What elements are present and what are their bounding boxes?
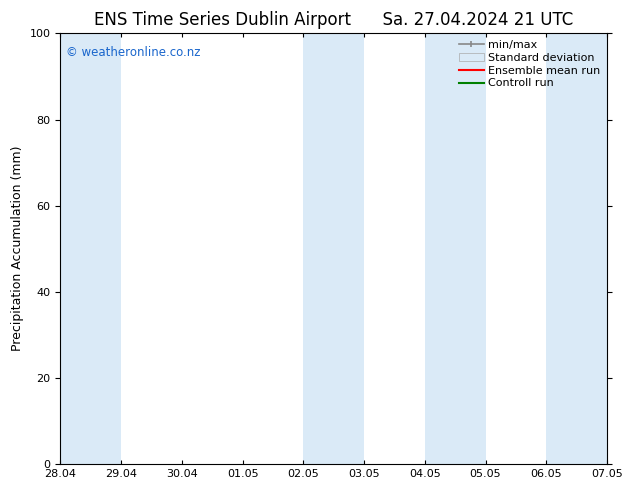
Text: © weatheronline.co.nz: © weatheronline.co.nz xyxy=(66,47,200,59)
Y-axis label: Precipitation Accumulation (mm): Precipitation Accumulation (mm) xyxy=(11,146,24,351)
Bar xyxy=(303,33,364,464)
Bar xyxy=(547,33,607,464)
Title: ENS Time Series Dublin Airport      Sa. 27.04.2024 21 UTC: ENS Time Series Dublin Airport Sa. 27.04… xyxy=(94,11,573,29)
Bar xyxy=(60,33,121,464)
Bar xyxy=(425,33,486,464)
Legend: min/max, Standard deviation, Ensemble mean run, Controll run: min/max, Standard deviation, Ensemble me… xyxy=(455,36,605,93)
